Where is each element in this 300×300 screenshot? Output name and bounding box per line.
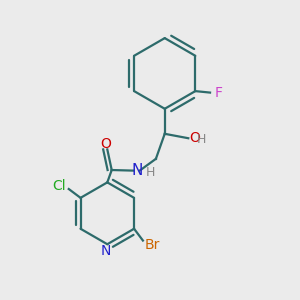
Text: N: N xyxy=(100,244,111,258)
Text: O: O xyxy=(100,137,111,151)
Text: N: N xyxy=(131,163,142,178)
Text: Cl: Cl xyxy=(52,179,66,193)
Text: O: O xyxy=(189,131,200,145)
Text: F: F xyxy=(214,85,223,100)
Text: H: H xyxy=(146,166,155,179)
Text: Br: Br xyxy=(144,238,160,252)
Text: H: H xyxy=(196,133,206,146)
